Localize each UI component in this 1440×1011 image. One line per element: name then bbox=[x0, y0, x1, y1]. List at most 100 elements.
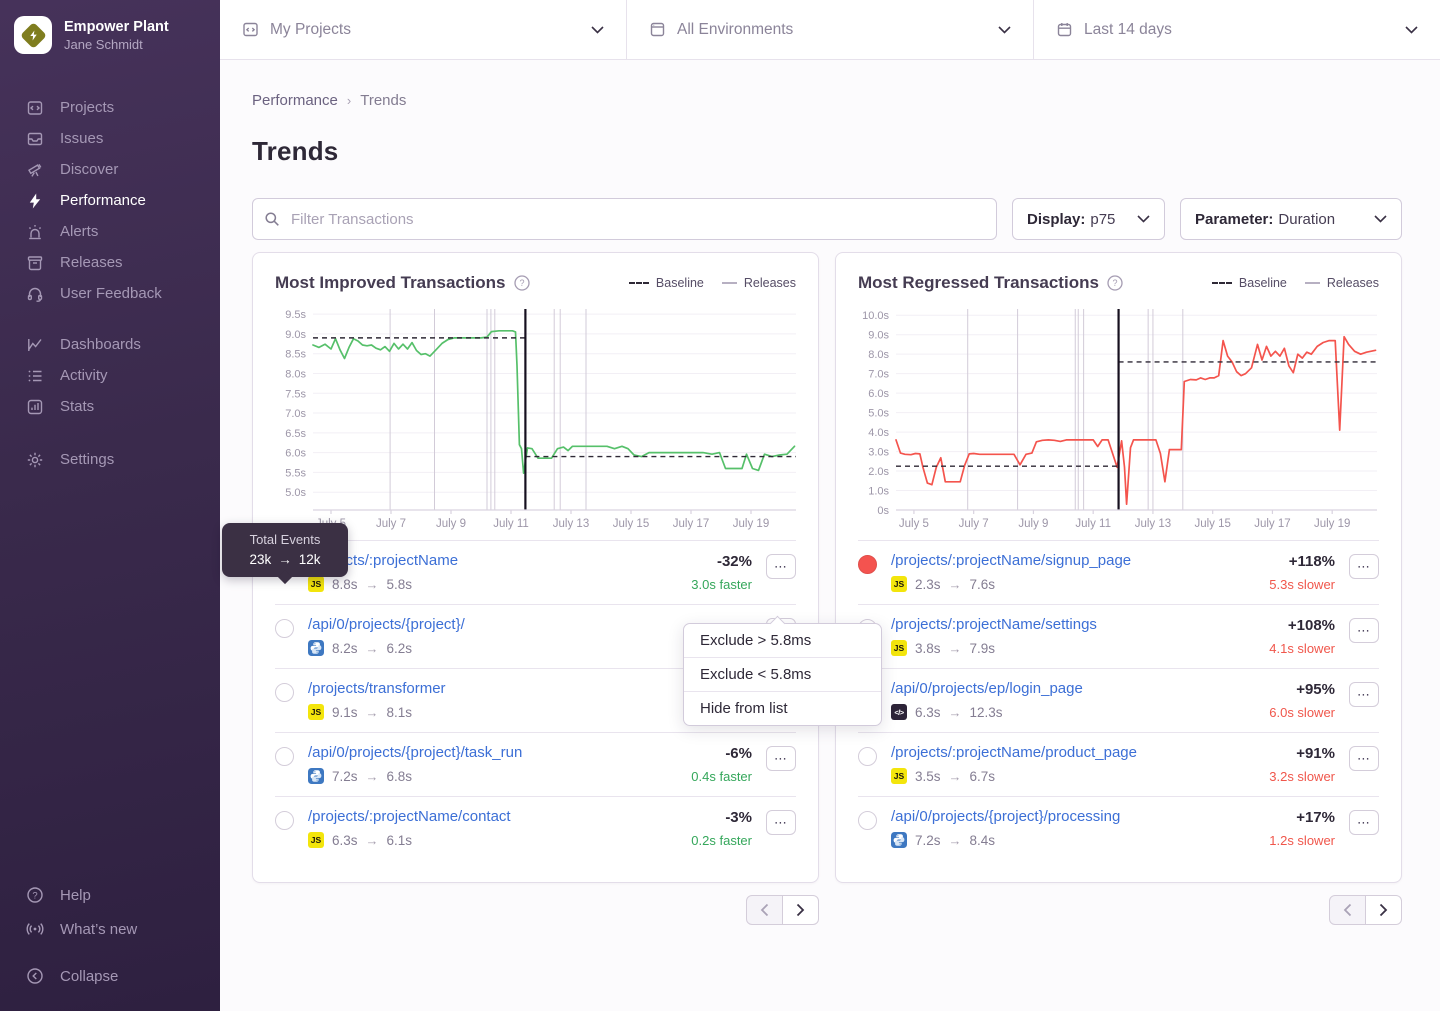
sidebar-item-releases[interactable]: Releases bbox=[0, 247, 220, 278]
svg-text:8.0s: 8.0s bbox=[285, 368, 306, 380]
parameter-label: Parameter: bbox=[1195, 210, 1274, 228]
filter-transactions-input[interactable] bbox=[252, 198, 997, 240]
transaction-radio[interactable] bbox=[858, 747, 877, 766]
environment-filter-dropdown[interactable]: All Environments bbox=[626, 0, 1033, 59]
more-options-button[interactable]: ⋯ bbox=[1349, 618, 1379, 643]
sidebar-item-discover[interactable]: Discover bbox=[0, 154, 220, 185]
sidebar-item-performance[interactable]: Performance bbox=[0, 185, 220, 216]
previous-page-button[interactable] bbox=[1329, 895, 1366, 925]
svg-text:July 7: July 7 bbox=[376, 518, 406, 530]
sidebar-item-settings[interactable]: Settings bbox=[0, 444, 220, 475]
transaction-link[interactable]: /projects/:projectName/contact bbox=[308, 808, 511, 825]
transaction-link[interactable]: /projects/transformer bbox=[308, 680, 446, 697]
transaction-radio[interactable] bbox=[858, 555, 877, 574]
svg-text:7.0s: 7.0s bbox=[868, 369, 889, 381]
trend-panels: Most Improved Transactions ? Baseline Re… bbox=[252, 252, 1402, 925]
regressed-trend-chart: 0s 1.0s 2.0s 3.0s 4.0s 5.0s 6.0s 7.0s 8.0s 9.0s 10… bbox=[862, 309, 1377, 530]
transaction-link[interactable]: /projects/:projectName/product_page bbox=[891, 744, 1137, 761]
window-icon bbox=[649, 21, 666, 38]
svg-text:4.0s: 4.0s bbox=[868, 427, 889, 439]
svg-text:9.5s: 9.5s bbox=[285, 309, 306, 321]
stats-icon bbox=[25, 397, 44, 416]
transaction-radio[interactable] bbox=[858, 811, 877, 830]
arrow-right-icon: → bbox=[948, 704, 962, 720]
menu-item-exclude-less[interactable]: Exclude < 5.8ms bbox=[684, 657, 881, 691]
transaction-row: /projects/:projectName/settings JS 3.8s → 7.… bbox=[858, 604, 1379, 668]
menu-item-hide-from-list[interactable]: Hide from list bbox=[684, 691, 881, 725]
transaction-link[interactable]: /api/0/projects/{project}/task_run bbox=[308, 744, 523, 761]
sidebar-collapse-button[interactable]: Collapse bbox=[0, 959, 220, 993]
transaction-radio[interactable] bbox=[275, 747, 294, 766]
transaction-radio[interactable] bbox=[275, 683, 294, 702]
next-page-button[interactable] bbox=[782, 895, 819, 925]
regressed-panel: Most Regressed Transactions ? Baseline R… bbox=[835, 252, 1402, 883]
calendar-icon bbox=[1056, 21, 1073, 38]
sidebar-item-user-feedback[interactable]: User Feedback bbox=[0, 278, 220, 309]
svg-text:6.5s: 6.5s bbox=[285, 428, 306, 440]
sidebar-item-projects[interactable]: Projects bbox=[0, 92, 220, 123]
tooltip-to-value: 12k bbox=[298, 552, 321, 567]
date-range-dropdown[interactable]: Last 14 days bbox=[1033, 0, 1440, 59]
chart-legend: Baseline Releases bbox=[1211, 276, 1379, 290]
more-options-button[interactable]: ⋯ bbox=[1349, 554, 1379, 579]
parameter-dropdown[interactable]: Parameter: Duration bbox=[1180, 198, 1402, 240]
regressed-transaction-list: /projects/:projectName/signup_page JS 2.3s… bbox=[858, 540, 1379, 860]
user-feedback-icon bbox=[25, 284, 44, 303]
help-circle-icon[interactable]: ? bbox=[1107, 275, 1123, 291]
more-options-button[interactable]: ⋯ bbox=[1349, 810, 1379, 835]
baseline-legend-icon bbox=[1211, 282, 1232, 284]
svg-text:0s: 0s bbox=[877, 505, 889, 517]
sidebar-item-stats[interactable]: Stats bbox=[0, 391, 220, 422]
project-filter-dropdown[interactable]: My Projects bbox=[220, 0, 626, 59]
duration-from: 8.8s bbox=[332, 576, 358, 592]
total-events-tooltip: Total Events 23k → 12k bbox=[222, 523, 348, 577]
duration-from: 6.3s bbox=[915, 704, 941, 720]
more-options-button[interactable]: ⋯ bbox=[1349, 746, 1379, 771]
next-page-button[interactable] bbox=[1365, 895, 1402, 925]
help-circle-icon[interactable]: ? bbox=[513, 275, 530, 291]
arrow-right-icon: → bbox=[948, 768, 962, 784]
sidebar-item-what-s-new[interactable]: What’s new bbox=[0, 912, 220, 946]
svg-text:9.0s: 9.0s bbox=[285, 329, 306, 341]
sidebar-item-label: Stats bbox=[60, 398, 95, 415]
transaction-radio[interactable] bbox=[275, 811, 294, 830]
transaction-link[interactable]: /projects/:projectName/signup_page bbox=[891, 552, 1132, 569]
transaction-link[interactable]: /api/0/projects/{project}/ bbox=[308, 616, 465, 633]
org-switcher[interactable]: Empower Plant Jane Schmidt bbox=[0, 0, 220, 54]
svg-text:July 11: July 11 bbox=[493, 518, 529, 530]
more-options-button[interactable]: ⋯ bbox=[1349, 682, 1379, 707]
trend-delta: 5.3s slower bbox=[1269, 577, 1335, 592]
sidebar-item-label: Releases bbox=[60, 254, 123, 271]
sidebar-item-help[interactable]: ? Help bbox=[0, 878, 220, 912]
svg-text:?: ? bbox=[32, 890, 37, 901]
transaction-link[interactable]: /api/0/projects/ep/login_page bbox=[891, 680, 1083, 697]
more-options-button[interactable]: ⋯ bbox=[766, 554, 796, 579]
breadcrumb-performance[interactable]: Performance bbox=[252, 92, 338, 109]
more-options-button[interactable]: ⋯ bbox=[766, 810, 796, 835]
previous-page-button[interactable] bbox=[746, 895, 783, 925]
trend-delta: 4.1s slower bbox=[1269, 641, 1335, 656]
javascript-icon: JS bbox=[891, 576, 907, 592]
duration-to: 8.1s bbox=[386, 704, 413, 720]
sidebar-item-alerts[interactable]: Alerts bbox=[0, 216, 220, 247]
svg-text:8.5s: 8.5s bbox=[285, 349, 306, 361]
transaction-radio[interactable] bbox=[275, 619, 294, 638]
menu-item-exclude-greater[interactable]: Exclude > 5.8ms bbox=[684, 624, 881, 657]
duration-to: 12.3s bbox=[969, 704, 1003, 720]
javascript-icon: JS bbox=[308, 704, 324, 720]
display-dropdown[interactable]: Display: p75 bbox=[1012, 198, 1165, 240]
svg-text:July 13: July 13 bbox=[1135, 518, 1171, 530]
transaction-link[interactable]: /projects/:projectName/settings bbox=[891, 616, 1097, 633]
sidebar-item-dashboards[interactable]: Dashboards bbox=[0, 329, 220, 360]
transaction-link[interactable]: /api/0/projects/{project}/processing bbox=[891, 808, 1121, 825]
sidebar-item-issues[interactable]: Issues bbox=[0, 123, 220, 154]
svg-text:July 13: July 13 bbox=[553, 518, 589, 530]
sidebar-item-label: Dashboards bbox=[60, 336, 141, 353]
environment-filter-label: All Environments bbox=[677, 20, 794, 38]
svg-text:9.0s: 9.0s bbox=[868, 330, 889, 342]
performance-icon bbox=[25, 191, 44, 210]
sidebar-item-activity[interactable]: Activity bbox=[0, 360, 220, 391]
more-options-button[interactable]: ⋯ bbox=[766, 746, 796, 771]
transaction-row: /projects/:projectName/product_page JS 3.5… bbox=[858, 732, 1379, 796]
transaction-row: /api/0/projects/{project}/processing 7.2s… bbox=[858, 796, 1379, 860]
